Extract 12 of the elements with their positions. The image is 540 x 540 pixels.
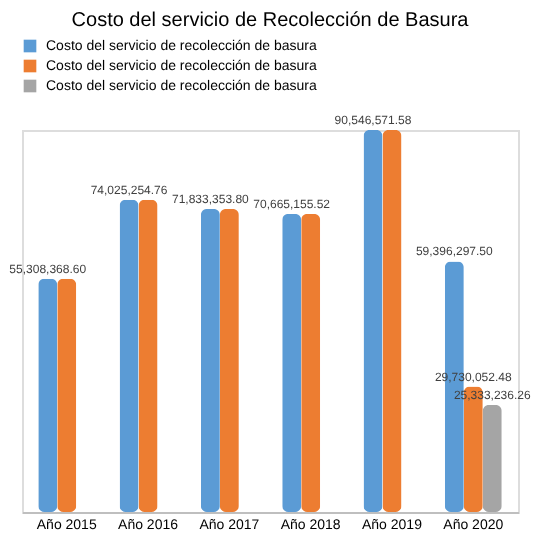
bar	[482, 405, 502, 512]
bar	[57, 278, 77, 512]
chart-title: Costo del servicio de Recolección de Basura	[71, 10, 470, 32]
bar	[219, 208, 239, 512]
bar	[138, 199, 158, 512]
bar	[119, 199, 139, 512]
bar	[282, 213, 302, 512]
bar	[301, 213, 321, 512]
bar	[200, 208, 220, 512]
bar	[363, 130, 383, 512]
bar	[38, 278, 58, 512]
bar	[382, 130, 402, 512]
